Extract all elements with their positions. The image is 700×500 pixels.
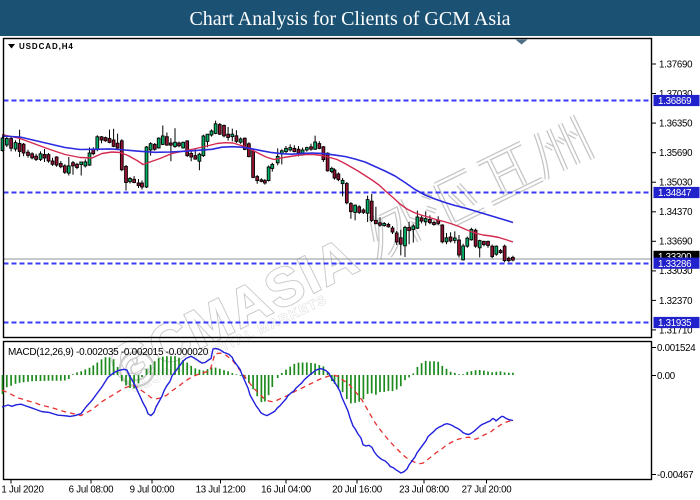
svg-text:1.32370: 1.32370 [659, 296, 693, 307]
svg-text:20 Jul 16:00: 20 Jul 16:00 [332, 485, 383, 496]
svg-text:1.34847: 1.34847 [658, 188, 691, 199]
svg-text:1 Jul 2020: 1 Jul 2020 [1, 485, 44, 496]
svg-text:16 Jul 04:00: 16 Jul 04:00 [261, 485, 312, 496]
svg-text:1.33286: 1.33286 [658, 259, 691, 270]
svg-text:1.37690: 1.37690 [659, 59, 693, 70]
svg-text:1.37030: 1.37030 [659, 89, 693, 100]
svg-text:23 Jul 08:00: 23 Jul 08:00 [399, 485, 450, 496]
svg-text:6 Jul 08:00: 6 Jul 08:00 [69, 485, 115, 496]
svg-text:0.001524: 0.001524 [657, 343, 696, 354]
svg-text:1.31935: 1.31935 [658, 318, 691, 329]
svg-text:1.36869: 1.36869 [658, 96, 691, 107]
svg-text:1.36350: 1.36350 [659, 119, 693, 130]
svg-text:MACD(12,26,9) -0.002035 -0.002: MACD(12,26,9) -0.002035 -0.002015 -0.000… [8, 347, 209, 358]
svg-text:1.33690: 1.33690 [659, 237, 693, 248]
svg-text:13 Jul 12:00: 13 Jul 12:00 [196, 485, 247, 496]
svg-text:1.33300: 1.33300 [658, 252, 692, 263]
svg-text:1.35690: 1.35690 [659, 148, 693, 159]
svg-text:1.35030: 1.35030 [659, 178, 693, 189]
svg-text:-0.00467: -0.00467 [657, 470, 693, 481]
svg-text:1.34370: 1.34370 [659, 207, 693, 218]
svg-text:27 Jul 20:00: 27 Jul 20:00 [462, 485, 513, 496]
svg-text:0.00: 0.00 [657, 371, 676, 382]
svg-text:1.33030: 1.33030 [659, 266, 693, 277]
svg-text:USDCAD,H4: USDCAD,H4 [19, 42, 74, 51]
svg-text:1.31710: 1.31710 [659, 325, 693, 336]
svg-text:9 Jul 00:00: 9 Jul 00:00 [130, 485, 176, 496]
svg-text:Chart Analysis for Clients of: Chart Analysis for Clients of GCM Asia [189, 8, 510, 30]
